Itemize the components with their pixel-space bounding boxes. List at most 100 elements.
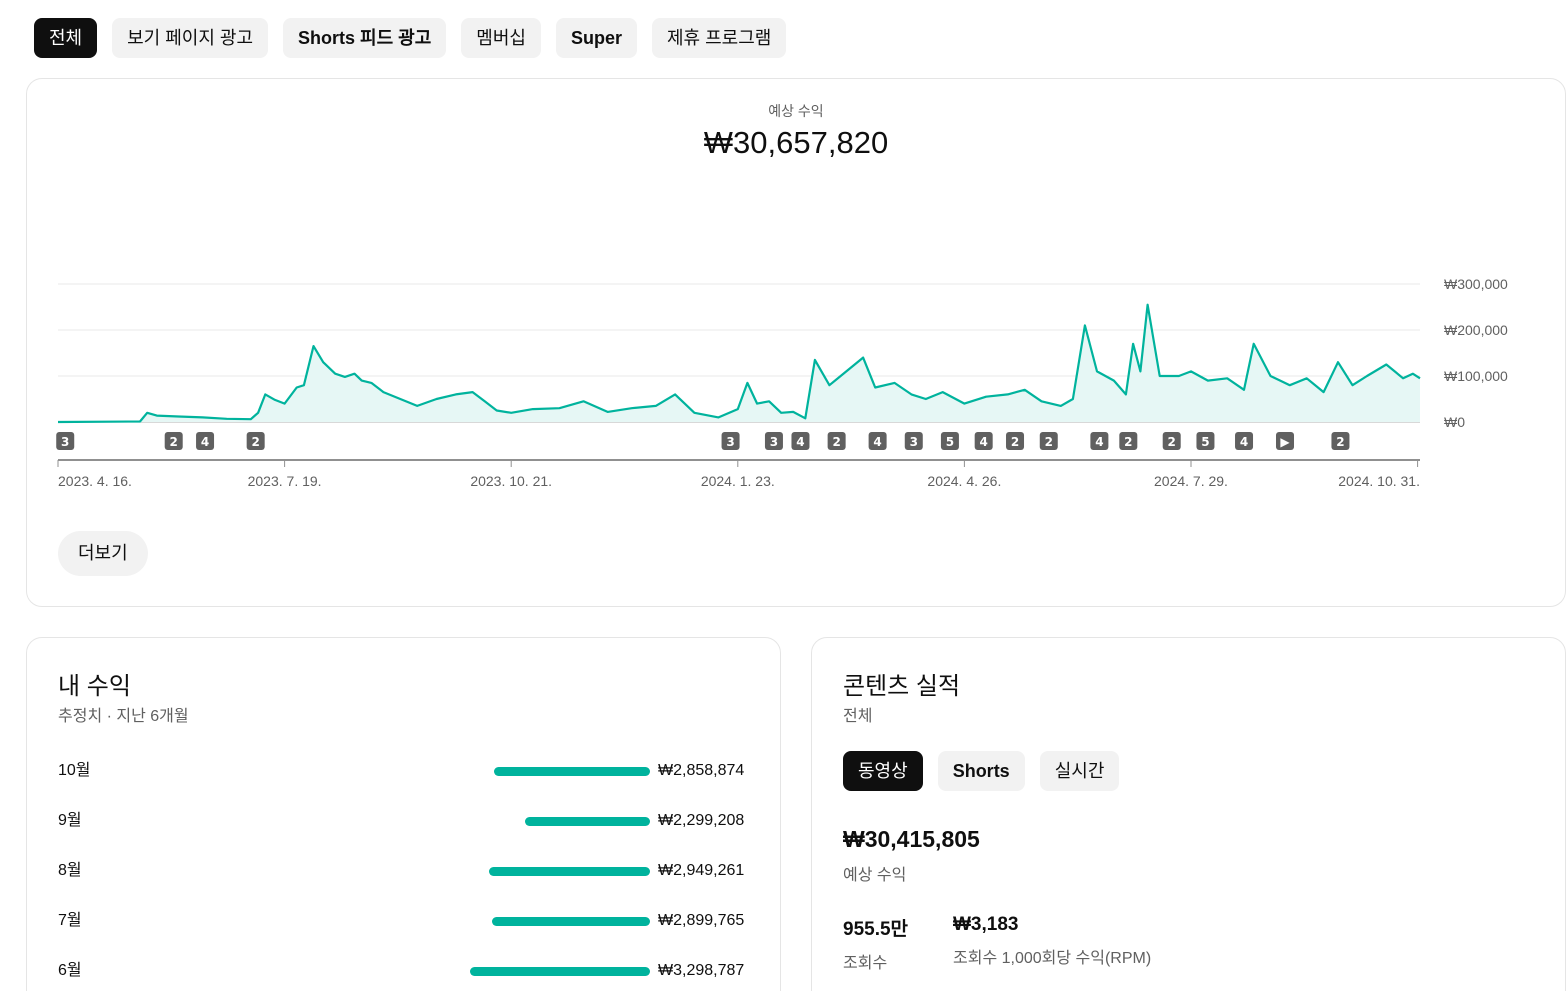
tab-live[interactable]: 실시간 (1039, 751, 1120, 791)
x-tick-label: 2024. 7. 29. (1154, 473, 1228, 489)
views-value: 955.5만 (843, 919, 909, 940)
revenue-line (57, 303, 1421, 424)
chip-memberships[interactable]: 멤버십 (461, 18, 541, 58)
publish-marker-label: 2 (1336, 435, 1344, 449)
publish-marker (1039, 432, 1058, 450)
month-row[interactable]: 6월 ₩3,298,787 (58, 959, 748, 983)
publish-marker-label: 3 (61, 435, 69, 449)
publish-marker-label: 4 (979, 435, 987, 449)
content-revenue-label: 예상 수익 (843, 867, 907, 884)
views-label: 조회수 (843, 955, 888, 972)
publish-marker-label: 4 (1095, 435, 1103, 449)
x-tick-label: 2023. 7. 19. (248, 473, 322, 489)
content-type-tabs: 동영상 Shorts 실시간 (843, 751, 1120, 791)
publish-marker-label: 2 (1124, 435, 1132, 449)
publish-marker-label: 3 (910, 435, 918, 449)
month-label: 9월 (58, 812, 82, 829)
publish-marker-label: 5 (1201, 435, 1209, 449)
chip-super[interactable]: Super (555, 18, 637, 58)
month-amount: ₩2,858,874 (658, 762, 745, 779)
revenue-area (58, 304, 1420, 422)
month-row[interactable]: 9월 ₩2,299,208 (58, 809, 748, 833)
x-tick-label: 2024. 1. 23. (701, 473, 775, 489)
publish-marker (1119, 432, 1138, 450)
revenue-overview-card: 예상 수익 ₩30,657,820 ₩0 ₩100,000 ₩200,000 ₩300… (26, 78, 1566, 607)
publish-marker-label: 4 (796, 435, 804, 449)
publish-marker-label: ▶ (1280, 435, 1290, 449)
content-revenue-value: ₩30,415,805 (843, 826, 980, 852)
x-tick-label: 2023. 4. 16. (58, 473, 132, 489)
views-stat: 955.5만 조회수 (843, 914, 908, 973)
my-revenue-title: 내 수익 (58, 673, 131, 700)
month-revenue-bar (492, 917, 650, 926)
month-amount: ₩3,298,787 (658, 962, 745, 979)
month-amount: ₩2,899,765 (658, 912, 745, 929)
estimated-revenue-label: 예상 수익 (768, 103, 824, 119)
month-revenue-bar (470, 967, 650, 976)
month-row[interactable]: 8월 ₩2,949,261 (58, 859, 748, 883)
month-row[interactable]: 10월 ₩2,858,874 (58, 759, 748, 783)
publish-marker (904, 432, 923, 450)
publish-marker (164, 432, 183, 450)
month-revenue-bar (494, 767, 650, 776)
x-tick-label: 2024. 10. 31. (1338, 473, 1420, 489)
publish-marker (868, 432, 887, 450)
content-performance-subtitle: 전체 (843, 708, 873, 725)
publish-marker (1090, 432, 1109, 450)
month-row[interactable]: 7월 ₩2,899,765 (58, 909, 748, 933)
month-label: 8월 (58, 862, 82, 879)
publish-marker-label: 3 (726, 435, 734, 449)
y-tick-label: ₩200,000 (1444, 322, 1508, 338)
publish-marker (974, 432, 993, 450)
month-amount: ₩2,299,208 (658, 812, 745, 829)
publish-marker-label: 2 (251, 435, 259, 449)
publish-marker (940, 432, 959, 450)
publish-marker (721, 432, 740, 450)
month-revenue-bar (525, 817, 650, 826)
rpm-stat: ₩3,183 조회수 1,000회당 수익(RPM) (953, 914, 1151, 968)
x-tick-label: 2024. 4. 26. (927, 473, 1001, 489)
tab-videos[interactable]: 동영상 (843, 751, 923, 791)
y-tick-label: ₩0 (1444, 414, 1465, 430)
publish-marker (1331, 432, 1350, 450)
publish-marker (791, 432, 810, 450)
month-label: 6월 (58, 962, 82, 979)
publish-marker-label: 3 (770, 435, 778, 449)
publish-marker-label: 5 (946, 435, 954, 449)
publish-marker (1235, 432, 1254, 450)
publish-marker (1276, 432, 1295, 450)
chip-affiliate[interactable]: 제휴 프로그램 (652, 18, 787, 58)
my-revenue-card: 내 수익 추정치 · 지난 6개월 10월 ₩2,858,874 9월 ₩2,2… (26, 637, 781, 991)
publish-marker-label: 2 (170, 435, 178, 449)
publish-marker (246, 432, 265, 450)
month-amount: ₩2,949,261 (658, 862, 745, 879)
month-revenue-bar (489, 867, 650, 876)
chip-watch-page-ads[interactable]: 보기 페이지 광고 (112, 18, 269, 58)
publish-marker (196, 432, 215, 450)
content-performance-title: 콘텐츠 실적 (843, 673, 961, 700)
y-tick-label: ₩300,000 (1444, 276, 1508, 292)
publish-marker-label: 4 (873, 435, 881, 449)
publish-marker-label: 2 (1045, 435, 1053, 449)
my-revenue-subtitle: 추정치 · 지난 6개월 (58, 708, 189, 725)
chip-all[interactable]: 전체 (34, 18, 98, 58)
revenue-filter-chips: 전체 보기 페이지 광고 Shorts 피드 광고 멤버십 Super 제휴 프… (34, 18, 787, 58)
rpm-value: ₩3,183 (953, 914, 1019, 935)
rpm-label: 조회수 1,000회당 수익(RPM) (953, 950, 1152, 967)
estimated-revenue-value: ₩30,657,820 (703, 125, 889, 160)
see-more-button[interactable]: 더보기 (58, 531, 148, 576)
publish-marker-label: 2 (832, 435, 840, 449)
publish-marker (764, 432, 783, 450)
publish-marker-label: 2 (1011, 435, 1019, 449)
publish-marker (827, 432, 846, 450)
publish-marker-label: 4 (201, 435, 209, 449)
publish-marker (1162, 432, 1181, 450)
revenue-chart[interactable]: ₩0 ₩100,000 ₩200,000 ₩300,000 3 2 4 2 3 3 4 2 4 3 5 4 2 2… (27, 79, 1565, 499)
x-tick-label: 2023. 10. 21. (470, 473, 552, 489)
month-label: 10월 (58, 762, 91, 779)
chip-shorts-feed-ads[interactable]: Shorts 피드 광고 (283, 18, 447, 58)
publish-marker (56, 432, 75, 450)
publish-marker (1006, 432, 1025, 450)
tab-shorts[interactable]: Shorts (937, 751, 1025, 791)
publish-marker (1196, 432, 1215, 450)
